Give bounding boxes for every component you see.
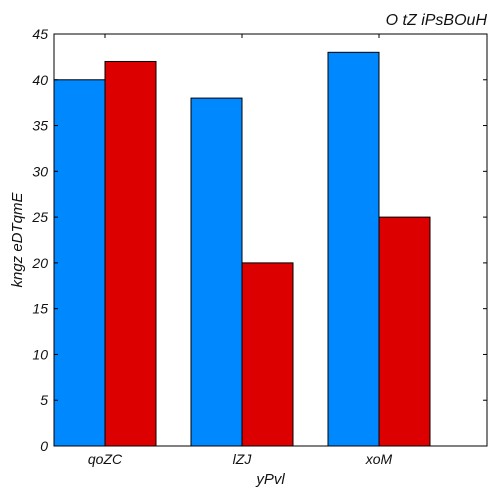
x-axis-title: yPvl xyxy=(255,471,285,488)
bar-series-2-lZJ xyxy=(241,262,294,447)
x-tick-label-lZJ: lZJ xyxy=(233,451,253,467)
bar-series-2-xoM xyxy=(378,216,431,447)
chart-title: O tZ iPsBOuH xyxy=(386,12,488,29)
y-tick-label: 45 xyxy=(32,26,48,42)
y-tick-label: 15 xyxy=(32,301,48,317)
y-tick-label: 40 xyxy=(32,72,48,88)
plot-area-frame xyxy=(53,33,488,447)
bar-series-1-xoM xyxy=(327,51,380,447)
y-tick-label: 25 xyxy=(31,209,48,225)
y-axis: 0 5 10 15 20 25 30 35 40 45 xyxy=(31,26,487,454)
y-tick-label: 30 xyxy=(32,163,48,179)
y-tick-label: 5 xyxy=(40,392,48,408)
y-tick-label: 0 xyxy=(40,438,48,454)
bar-group xyxy=(53,51,431,447)
x-tick-label-qoZC: qoZC xyxy=(88,451,123,467)
x-tick-label-xoM: xoM xyxy=(365,451,393,467)
x-axis: qoZC lZJ xoM xyxy=(88,34,393,467)
y-tick-label: 20 xyxy=(31,255,48,271)
bar-series-2-qoZC xyxy=(104,60,157,447)
bar-series-1-lZJ xyxy=(190,97,243,447)
y-tick-label: 10 xyxy=(32,346,48,362)
y-tick-label: 35 xyxy=(32,118,48,134)
y-axis-title: kngz eDTqmE xyxy=(9,191,26,287)
bar-series-1-qoZC xyxy=(53,79,106,447)
